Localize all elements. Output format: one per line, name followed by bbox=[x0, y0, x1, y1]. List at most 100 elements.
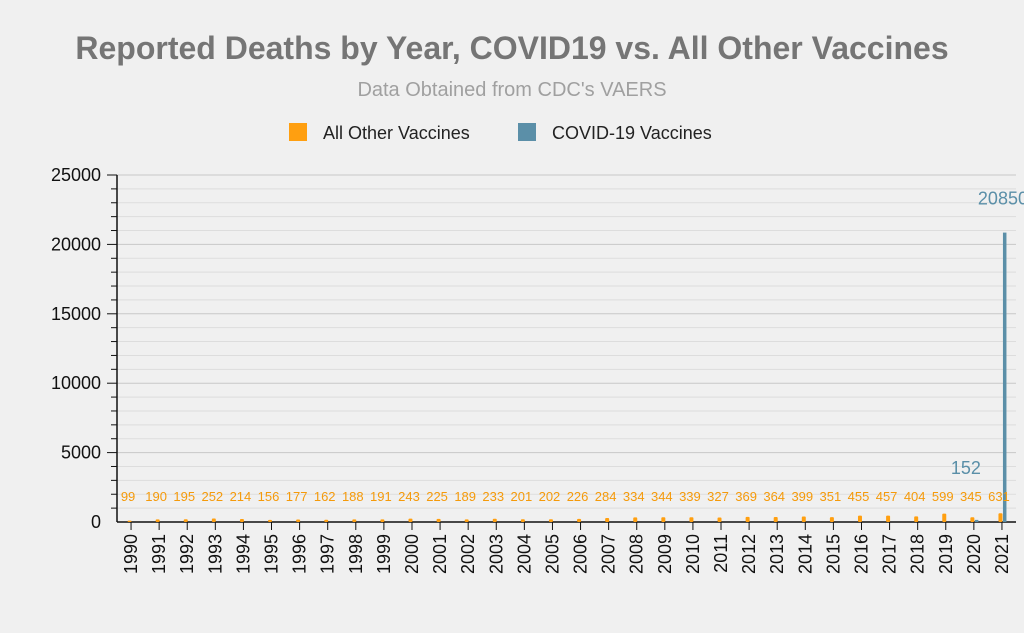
data-label-other: 631 bbox=[988, 489, 1010, 504]
x-tick-label: 2006 bbox=[571, 534, 591, 574]
data-label-other: 351 bbox=[820, 489, 842, 504]
bar-other-vaccines bbox=[436, 518, 441, 522]
data-label-other: 156 bbox=[258, 489, 280, 504]
data-label-other: 225 bbox=[426, 489, 448, 504]
y-tick-label: 10000 bbox=[51, 373, 101, 393]
x-tick-label: 2016 bbox=[851, 534, 871, 574]
bar-other-vaccines bbox=[689, 517, 694, 522]
data-label-other: 364 bbox=[763, 489, 785, 504]
bar-covid-vaccines bbox=[974, 519, 979, 522]
data-label-other: 201 bbox=[511, 489, 533, 504]
y-axis-ticks: 0 5000 10000 15000 20000 25000 bbox=[51, 165, 101, 532]
x-tick-label: 1998 bbox=[346, 534, 366, 574]
y-tick-label: 25000 bbox=[51, 165, 101, 185]
data-label-other: 399 bbox=[791, 489, 813, 504]
bar-other-vaccines bbox=[520, 519, 525, 522]
x-axis-ticks: 1990 1991 1992 1993 1994 1995 1996 1997 1998 1999… bbox=[121, 534, 1012, 574]
x-tick-label: 2000 bbox=[402, 534, 422, 574]
bar-other-vaccines bbox=[857, 515, 862, 522]
bar-other-vaccines bbox=[661, 517, 666, 522]
y-tick-label: 0 bbox=[91, 512, 101, 532]
data-label-other: 455 bbox=[848, 489, 870, 504]
data-label-other: 344 bbox=[651, 489, 673, 504]
x-tick-label: 2009 bbox=[655, 534, 675, 574]
bar-other-vaccines bbox=[155, 519, 160, 522]
x-tick-label: 2017 bbox=[880, 534, 900, 574]
bar-other-vaccines bbox=[296, 519, 301, 522]
bar-other-vaccines bbox=[745, 516, 750, 522]
x-tick-label: 1995 bbox=[262, 534, 282, 574]
bar-other-vaccines bbox=[464, 519, 469, 522]
data-label-other: 252 bbox=[201, 489, 223, 504]
data-label-other: 195 bbox=[173, 489, 195, 504]
legend-label-other: All Other Vaccines bbox=[323, 123, 470, 143]
bar-other-vaccines bbox=[773, 516, 778, 522]
data-label-other: 202 bbox=[539, 489, 561, 504]
x-tick-label: 1993 bbox=[205, 534, 225, 574]
x-tick-label: 2018 bbox=[908, 534, 928, 574]
y-tick-label: 15000 bbox=[51, 304, 101, 324]
legend-item-other[interactable]: All Other Vaccines bbox=[289, 123, 470, 143]
legend-item-covid[interactable]: COVID-19 Vaccines bbox=[518, 123, 712, 143]
data-labels: 99 190 195 252 214 156 177 162 188 191 243 225 189 23… bbox=[121, 189, 1024, 504]
data-label-covid: 20850 bbox=[978, 189, 1024, 209]
bar-other-vaccines bbox=[211, 518, 216, 522]
data-label-other: 162 bbox=[314, 489, 336, 504]
bar-other-vaccines bbox=[942, 513, 947, 522]
bar-other-vaccines bbox=[127, 520, 132, 522]
bar-other-vaccines bbox=[633, 517, 638, 522]
x-tick-label: 1999 bbox=[374, 534, 394, 574]
x-tick-label: 2008 bbox=[627, 534, 647, 574]
bar-other-vaccines bbox=[492, 518, 497, 522]
data-label-covid: 152 bbox=[951, 458, 981, 478]
x-tick-label: 2002 bbox=[458, 534, 478, 574]
data-label-other: 191 bbox=[370, 489, 392, 504]
bar-other-vaccines bbox=[914, 516, 919, 522]
x-tick-label: 1990 bbox=[121, 534, 141, 574]
data-label-other: 190 bbox=[145, 489, 167, 504]
axes bbox=[107, 174, 1016, 530]
x-tick-label: 2020 bbox=[964, 534, 984, 574]
x-tick-label: 2014 bbox=[795, 534, 815, 574]
bars bbox=[127, 232, 1007, 523]
bar-other-vaccines bbox=[605, 518, 610, 522]
x-tick-label: 1997 bbox=[318, 534, 338, 574]
x-tick-label: 2019 bbox=[936, 534, 956, 574]
legend-swatch-covid bbox=[518, 123, 536, 141]
legend-label-covid: COVID-19 Vaccines bbox=[552, 123, 712, 143]
bar-other-vaccines bbox=[998, 513, 1003, 522]
bar-other-vaccines bbox=[717, 517, 722, 522]
x-tick-label: 2010 bbox=[683, 534, 703, 574]
legend: All Other Vaccines COVID-19 Vaccines bbox=[289, 123, 712, 143]
data-label-other: 188 bbox=[342, 489, 364, 504]
bar-other-vaccines bbox=[548, 519, 553, 522]
data-label-other: 457 bbox=[876, 489, 898, 504]
bar-other-vaccines bbox=[239, 519, 244, 522]
x-tick-label: 2015 bbox=[823, 534, 843, 574]
bar-other-vaccines bbox=[829, 517, 834, 522]
bar-other-vaccines bbox=[886, 515, 891, 522]
bar-other-vaccines bbox=[268, 519, 273, 522]
data-label-other: 99 bbox=[121, 489, 135, 504]
x-tick-label: 1996 bbox=[290, 534, 310, 574]
x-tick-label: 2001 bbox=[430, 534, 450, 574]
data-label-other: 189 bbox=[454, 489, 476, 504]
chart-subtitle: Data Obtained from CDC's VAERS bbox=[357, 79, 666, 101]
x-tick-label: 2012 bbox=[739, 534, 759, 574]
bar-covid-vaccines bbox=[1002, 232, 1007, 523]
data-label-other: 404 bbox=[904, 489, 926, 504]
bar-other-vaccines bbox=[324, 519, 329, 522]
x-tick-label: 1992 bbox=[177, 534, 197, 574]
chart-title: Reported Deaths by Year, COVID19 vs. All… bbox=[75, 30, 948, 66]
bar-other-vaccines bbox=[380, 519, 385, 522]
y-tick-label: 5000 bbox=[61, 443, 101, 463]
data-label-other: 243 bbox=[398, 489, 420, 504]
x-tick-label: 1994 bbox=[233, 534, 253, 574]
bar-other-vaccines bbox=[801, 516, 806, 522]
data-label-other: 599 bbox=[932, 489, 954, 504]
x-tick-label: 2013 bbox=[767, 534, 787, 574]
data-label-other: 334 bbox=[623, 489, 645, 504]
data-label-other: 327 bbox=[707, 489, 729, 504]
